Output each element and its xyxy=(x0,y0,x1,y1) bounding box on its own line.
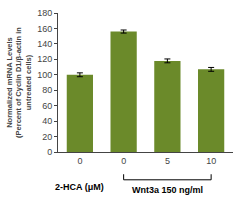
svg-text:120: 120 xyxy=(37,54,52,64)
svg-text:Normalized mRNA Levels(Percent: Normalized mRNA Levels(Percent of Cyclin… xyxy=(5,27,34,138)
svg-text:140: 140 xyxy=(37,39,52,49)
svg-text:2-HCA (μM): 2-HCA (μM) xyxy=(55,182,104,192)
svg-text:Wnt3a 150 ng/ml: Wnt3a 150 ng/ml xyxy=(132,185,203,195)
svg-text:40: 40 xyxy=(42,116,52,126)
svg-text:10: 10 xyxy=(206,156,216,166)
svg-text:0: 0 xyxy=(47,147,52,157)
svg-text:0: 0 xyxy=(77,156,82,166)
svg-text:100: 100 xyxy=(37,70,52,80)
svg-text:80: 80 xyxy=(42,85,52,95)
svg-text:180: 180 xyxy=(37,8,52,18)
svg-text:0: 0 xyxy=(121,156,126,166)
svg-text:160: 160 xyxy=(37,24,52,34)
svg-text:5: 5 xyxy=(165,156,170,166)
svg-text:20: 20 xyxy=(42,132,52,142)
svg-text:60: 60 xyxy=(42,101,52,111)
